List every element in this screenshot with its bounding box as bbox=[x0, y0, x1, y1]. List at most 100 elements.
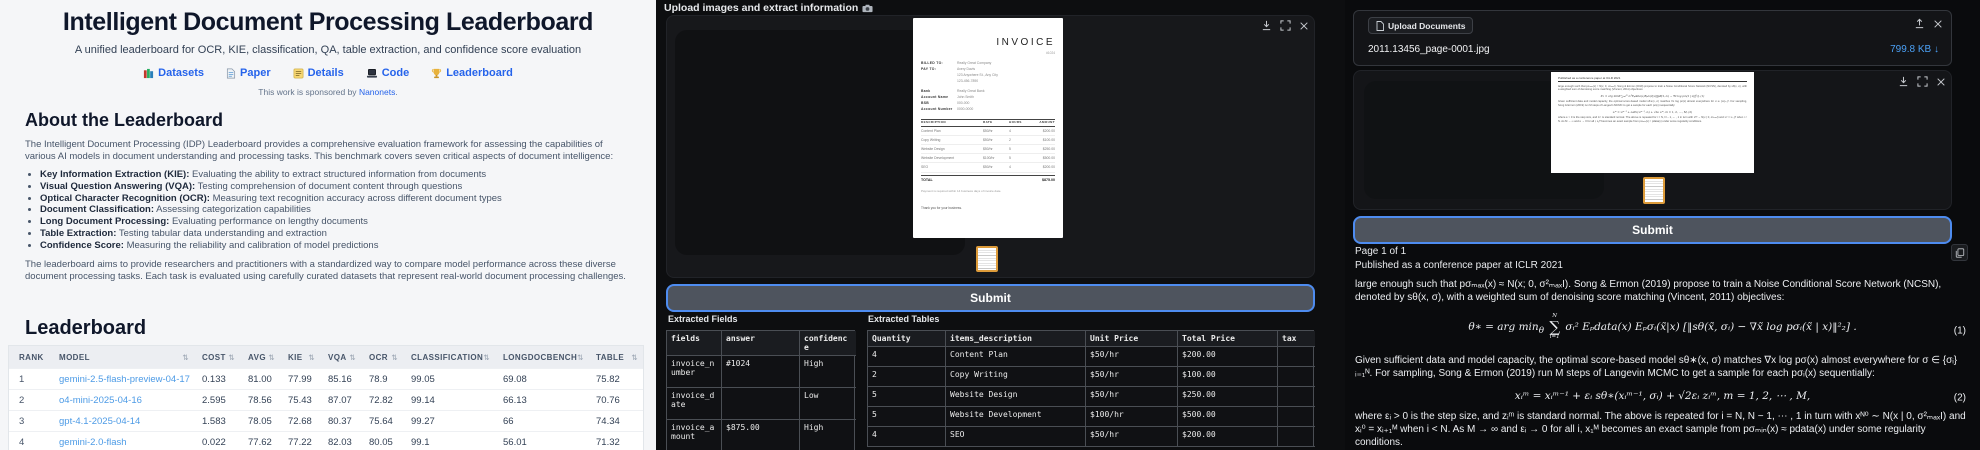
submit-button[interactable]: Submit bbox=[666, 284, 1315, 312]
leaderboard-heading: Leaderboard bbox=[25, 317, 147, 340]
paper-icon bbox=[226, 68, 236, 78]
datasets-icon bbox=[144, 68, 154, 78]
page-subtitle: A unified leaderboard for OCR, KIE, clas… bbox=[74, 44, 582, 56]
about-bullet: Key Information Extraction (KIE): Evalua… bbox=[40, 169, 631, 180]
equation-number: (1) bbox=[1953, 325, 1966, 337]
invoice-image[interactable]: INVOICE #1024 BILLED TO: Really Great Com… bbox=[913, 18, 1063, 238]
model-link[interactable]: gemini-2.0-flash bbox=[59, 436, 127, 448]
about-bullet: Visual Question Answering (VQA): Testing… bbox=[40, 181, 631, 192]
extracted-tables-table: Quantity items_description Unit Price To… bbox=[867, 330, 1315, 447]
page-thumbnail[interactable] bbox=[1643, 177, 1665, 204]
copy-button[interactable] bbox=[1951, 244, 1968, 261]
table-row: 2 o4-mini-2025-04-16 2.595 78.56 75.43 87.… bbox=[9, 389, 643, 410]
sort-icon[interactable]: ⇅ bbox=[391, 352, 398, 362]
link-details[interactable]: Details bbox=[293, 67, 344, 79]
tables-header-row: Quantity items_description Unit Price To… bbox=[868, 331, 1315, 347]
table-row: 1 gemini-2.5-flash-preview-04-17 0.133 81… bbox=[9, 368, 643, 389]
extracted-fields-table: fields answer confidence invoice_number … bbox=[666, 330, 856, 450]
about-bullet: Document Classification: Assessing categ… bbox=[40, 204, 631, 215]
document-viewer-toolbar bbox=[1898, 76, 1946, 87]
link-paper[interactable]: Paper bbox=[226, 67, 271, 79]
extracted-paragraph-1: large enough such that pσₘₐₓ(x) ≈ N(x; 0… bbox=[1355, 279, 1942, 304]
close-icon[interactable] bbox=[1299, 21, 1309, 31]
about-heading: About the Leaderboard bbox=[25, 110, 224, 130]
column-header-model[interactable]: MODEL ⇅ bbox=[59, 352, 189, 362]
uploaded-file-row[interactable]: 2011.13456_page-0001.jpg 799.8 KB ↓ bbox=[1368, 44, 1939, 55]
sort-icon[interactable]: ⇅ bbox=[349, 352, 356, 362]
extracted-fields-label: Extracted Fields bbox=[668, 314, 738, 324]
camera-icon bbox=[862, 4, 873, 12]
file-icon bbox=[1376, 20, 1384, 31]
page-indicator: Page 1 of 1 bbox=[1355, 246, 1407, 257]
sort-icon[interactable]: ⇅ bbox=[483, 352, 490, 362]
equation-2: xᵢᵐ = xᵢᵐ⁻¹ + εᵢ sθ∗(xᵢᵐ⁻¹, σᵢ) + √2εᵢ z… bbox=[1514, 390, 1966, 404]
extracted-paragraph-2: Given sufficient data and model capacity… bbox=[1355, 355, 1958, 380]
column-header-vqa[interactable]: VQA ⇅ bbox=[328, 352, 356, 362]
table-row: 4 gemini-2.0-flash 0.022 77.62 77.22 82.03… bbox=[9, 431, 643, 450]
tables-row: 4 Content Plan $50/hr $200.00 bbox=[868, 347, 1315, 367]
submit-button[interactable]: Submit bbox=[1353, 216, 1952, 244]
tables-row: 2 Copy Writing $50/hr $100.00 bbox=[868, 367, 1315, 387]
about-bullet: Confidence Score: Measuring the reliabil… bbox=[40, 240, 631, 251]
document-page-preview[interactable]: Published as a conference paper at ICLR … bbox=[1551, 72, 1754, 173]
model-link[interactable]: o4-mini-2025-04-16 bbox=[59, 394, 142, 406]
sort-icon[interactable]: ⇅ bbox=[631, 352, 638, 362]
download-icon[interactable] bbox=[1261, 20, 1272, 31]
fullscreen-icon[interactable] bbox=[1917, 76, 1928, 87]
model-link[interactable]: gpt-4.1-2025-04-14 bbox=[59, 415, 141, 427]
laptop-icon bbox=[366, 68, 377, 78]
about-bullet: Optical Character Recognition (OCR): Mea… bbox=[40, 193, 631, 204]
fields-row: invoice_amount $875.00 High bbox=[667, 420, 854, 450]
copy-icon bbox=[1955, 247, 1964, 258]
publication-line: Published as a conference paper at ICLR … bbox=[1355, 260, 1563, 271]
about-intro: The Intelligent Document Processing (IDP… bbox=[25, 139, 614, 162]
sponsor-line: This work is sponsored by Nanonets. bbox=[258, 87, 398, 97]
link-datasets[interactable]: Datasets bbox=[143, 67, 204, 79]
fullscreen-icon[interactable] bbox=[1280, 20, 1291, 31]
sort-icon[interactable]: ⇅ bbox=[268, 352, 275, 362]
upload-card-toolbar bbox=[1914, 18, 1943, 29]
image-viewer-toolbar bbox=[1261, 20, 1309, 31]
link-code[interactable]: Code bbox=[366, 67, 409, 79]
fields-row: invoice_number #1024 High bbox=[667, 356, 856, 388]
page-title: Intelligent Document Processing Leaderbo… bbox=[62, 8, 594, 36]
sort-icon[interactable]: ⇅ bbox=[577, 352, 584, 362]
leaderboard-page-panel: Intelligent Document Processing Leaderbo… bbox=[0, 0, 656, 450]
column-header-ocr[interactable]: OCR ⇅ bbox=[369, 352, 398, 362]
tables-row: 4 SEO $50/hr $200.00 bbox=[868, 427, 1315, 447]
tables-row: 5 Website Design $50/hr $250.00 bbox=[868, 387, 1315, 407]
table-row: 3 gpt-4.1-2025-04-14 1.583 78.05 72.68 80.… bbox=[9, 410, 643, 431]
file-name: 2011.13456_page-0001.jpg bbox=[1368, 44, 1490, 55]
column-header-avg[interactable]: AVG ⇅ bbox=[248, 352, 275, 362]
link-leaderboard[interactable]: Leaderboard bbox=[431, 67, 513, 79]
about-bullet: Table Extraction: Testing tabular data u… bbox=[40, 228, 631, 239]
fields-header-row: fields answer confidence bbox=[667, 331, 856, 356]
upload-icon[interactable] bbox=[1914, 18, 1925, 29]
sort-icon[interactable]: ⇅ bbox=[182, 352, 189, 362]
extracted-paragraph-3: where εᵢ > 0 is the step size, and zᵢᵐ i… bbox=[1355, 411, 1966, 449]
sort-icon[interactable]: ⇅ bbox=[308, 352, 315, 362]
column-header-table[interactable]: TABLE ⇅ bbox=[596, 352, 638, 362]
about-bullet-list: Key Information Extraction (KIE): Evalua… bbox=[40, 169, 631, 252]
leaderboard-table: RANK MODEL ⇅ COST ⇅ AVG ⇅ KIE ⇅ VQA ⇅ OCR ⇅ CL… bbox=[8, 345, 644, 450]
download-icon[interactable] bbox=[1898, 76, 1909, 87]
trophy-icon bbox=[432, 68, 442, 78]
sponsor-link[interactable]: Nanonets bbox=[358, 87, 396, 97]
file-size-download[interactable]: 799.8 KB ↓ bbox=[1890, 44, 1939, 55]
about-bullet: Long Document Processing: Evaluating per… bbox=[40, 216, 631, 227]
sort-icon[interactable]: ⇅ bbox=[228, 352, 235, 362]
image-thumbnail[interactable] bbox=[976, 246, 998, 272]
invoice-title: INVOICE bbox=[996, 37, 1055, 48]
upload-card: Upload Documents 2011.13456_page-0001.jp… bbox=[1353, 10, 1952, 66]
column-header-cost[interactable]: COST ⇅ bbox=[202, 352, 235, 362]
column-header-kie[interactable]: KIE ⇅ bbox=[288, 352, 315, 362]
image-extraction-panel: Upload images and extract information IN… bbox=[656, 0, 1345, 450]
upload-documents-button[interactable]: Upload Documents bbox=[1368, 17, 1474, 34]
close-icon[interactable] bbox=[1936, 77, 1946, 87]
close-icon[interactable] bbox=[1933, 19, 1943, 29]
column-header-longdocbench[interactable]: LONGDOCBENCH ⇅ bbox=[503, 352, 584, 362]
column-header-rank[interactable]: RANK bbox=[19, 352, 44, 362]
tables-row: 5 Website Development $100/hr $500.00 bbox=[868, 407, 1315, 427]
model-link[interactable]: gemini-2.5-flash-preview-04-17 bbox=[59, 373, 190, 385]
column-header-classification[interactable]: CLASSIFICATION ⇅ bbox=[411, 352, 490, 362]
